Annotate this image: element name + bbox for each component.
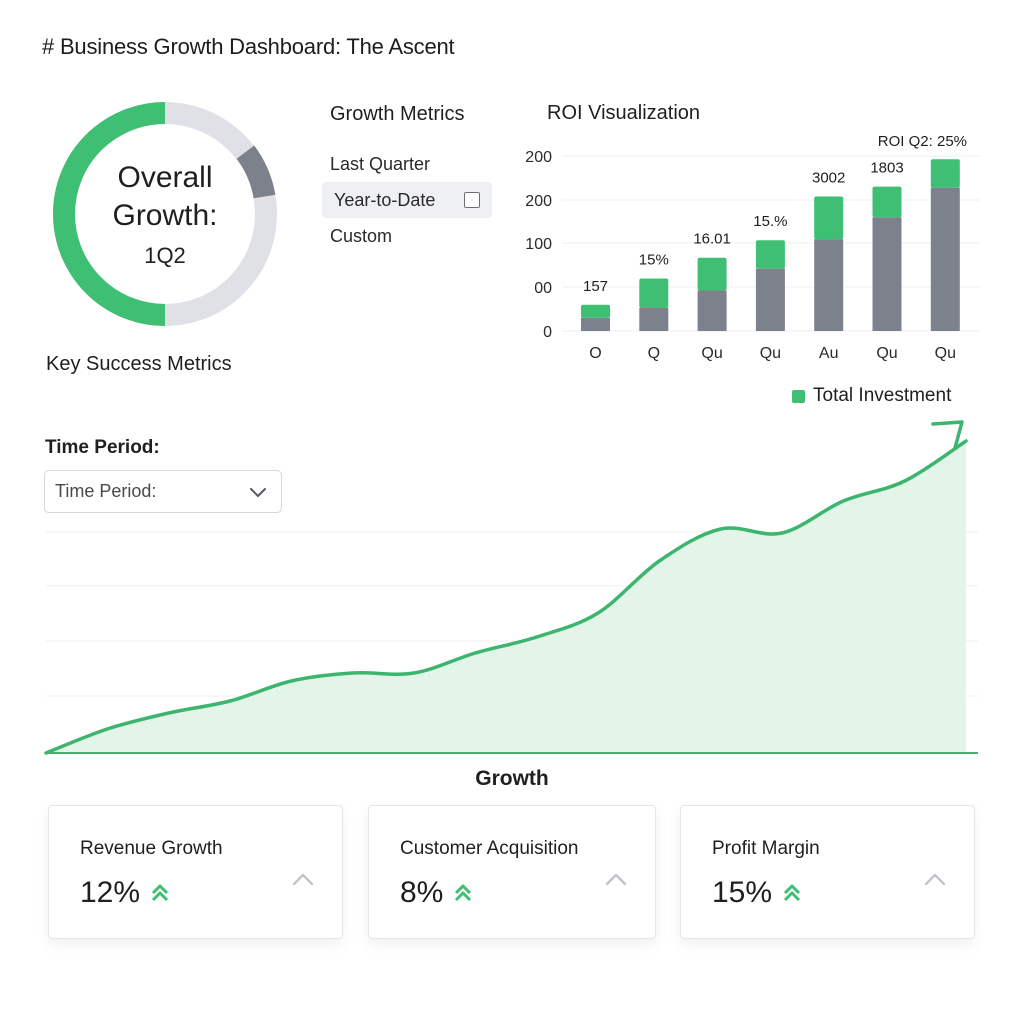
growth-area-fill: [46, 441, 966, 753]
bar-base: [639, 308, 669, 331]
kpi-title: Profit Margin: [712, 838, 820, 859]
data-label: 16.01: [693, 231, 731, 248]
kpi-value-row: 15%: [712, 876, 802, 910]
y-tick-label: 200: [525, 149, 552, 166]
double-chevron-up-icon: [455, 884, 472, 902]
option-custom[interactable]: Custom: [322, 218, 492, 254]
kpi-title: Revenue Growth: [80, 838, 223, 859]
time-period-label: Time Period:: [45, 437, 160, 458]
kpi-value-row: 12%: [80, 876, 170, 910]
roi-legend: Total Investment: [792, 385, 951, 407]
donut-ring: [53, 102, 277, 326]
bar-base: [755, 268, 785, 331]
kpi-card-profit-margin[interactable]: Profit Margin 15%: [680, 805, 975, 939]
growth-line: [44, 439, 968, 755]
option-label: Year-to-Date: [334, 190, 436, 210]
data-label: 157: [583, 278, 608, 295]
y-tick-label: 200: [525, 193, 552, 210]
chevron-down-icon: [250, 488, 266, 497]
bar-investment: [697, 257, 727, 291]
growth-metrics-heading: Growth Metrics: [330, 103, 465, 125]
chevron-up-icon[interactable]: [292, 872, 314, 886]
donut-label-line2: Growth:: [112, 199, 218, 232]
data-label: 1803: [870, 160, 903, 177]
donut-segment-green: [53, 102, 166, 326]
bar-base: [581, 317, 610, 331]
roi-annotation: ROI Q2: 25%: [878, 133, 967, 150]
bar-investment: [639, 278, 669, 309]
option-label: Last Quarter: [330, 154, 431, 174]
bar-investment: [814, 196, 844, 240]
bar-base: [872, 217, 902, 331]
time-period-select-value: Time Period:: [55, 481, 157, 501]
kpi-title: Customer Acquisition: [400, 838, 579, 859]
bar-investment: [581, 304, 610, 318]
x-tick-label: O: [589, 345, 601, 362]
double-chevron-up-icon: [151, 884, 169, 902]
x-tick-label: Qu: [876, 345, 897, 362]
legend-swatch: [792, 389, 805, 403]
bar-investment: [872, 186, 902, 218]
kpi-value: 12%: [80, 876, 141, 909]
option-last-quarter[interactable]: Last Quarter: [322, 146, 492, 182]
bar-base: [697, 290, 727, 331]
kpi-value-row: 8%: [400, 876, 473, 910]
chevron-up-icon[interactable]: [605, 872, 627, 886]
overall-growth-donut: Overall Growth: 1Q2: [50, 99, 280, 329]
x-tick-label: Au: [819, 345, 839, 362]
x-tick-label: Q: [648, 345, 660, 362]
y-tick-label: 0: [543, 324, 552, 341]
y-tick-label: 00: [534, 280, 552, 297]
x-tick-label: Qu: [935, 345, 956, 362]
x-tick-label: Qu: [760, 345, 781, 362]
donut-label-line1: Overall: [117, 161, 213, 194]
roi-bar-chart: ROI Q2: 25% 200200100000O157Q15%Qu16.01Q…: [525, 133, 980, 362]
option-year-to-date[interactable]: Year-to-Date: [322, 182, 492, 218]
bar-investment: [930, 159, 960, 188]
trend-arrow-icon: [931, 420, 964, 450]
kpi-card-revenue-growth[interactable]: Revenue Growth 12%: [48, 805, 343, 939]
donut-value: 1Q2: [144, 243, 186, 268]
data-label: 15%: [639, 252, 669, 269]
donut-center-text: Overall Growth: 1Q2: [50, 99, 280, 329]
page-title: # Business Growth Dashboard: The Ascent: [42, 34, 455, 59]
bar-investment: [755, 240, 785, 269]
data-label: 15.%: [753, 213, 787, 230]
kpi-value: 8%: [400, 876, 444, 909]
x-tick-label: Qu: [701, 345, 722, 362]
double-chevron-up-icon: [783, 884, 801, 902]
key-success-metrics-heading: Key Success Metrics: [46, 353, 232, 375]
kpi-card-customer-acquisition[interactable]: Customer Acquisition 8%: [368, 805, 656, 939]
y-tick-label: 100: [525, 236, 552, 253]
option-label: Custom: [330, 226, 393, 246]
growth-chart-label: Growth: [475, 767, 549, 790]
roi-visualization-heading: ROI Visualization: [547, 102, 701, 124]
checkbox-icon[interactable]: [464, 192, 480, 208]
time-period-select[interactable]: Time Period:: [44, 470, 282, 513]
kpi-value: 15%: [712, 876, 773, 909]
growth-metrics-options: Last Quarter Year-to-Date Custom: [322, 146, 492, 254]
growth-area-chart: [44, 420, 978, 755]
data-label: 3002: [812, 169, 845, 186]
legend-label: Total Investment: [813, 385, 952, 406]
chevron-up-icon[interactable]: [924, 872, 946, 886]
donut-segment-dark: [236, 145, 276, 199]
bar-base: [814, 239, 844, 331]
bar-base: [930, 187, 960, 331]
